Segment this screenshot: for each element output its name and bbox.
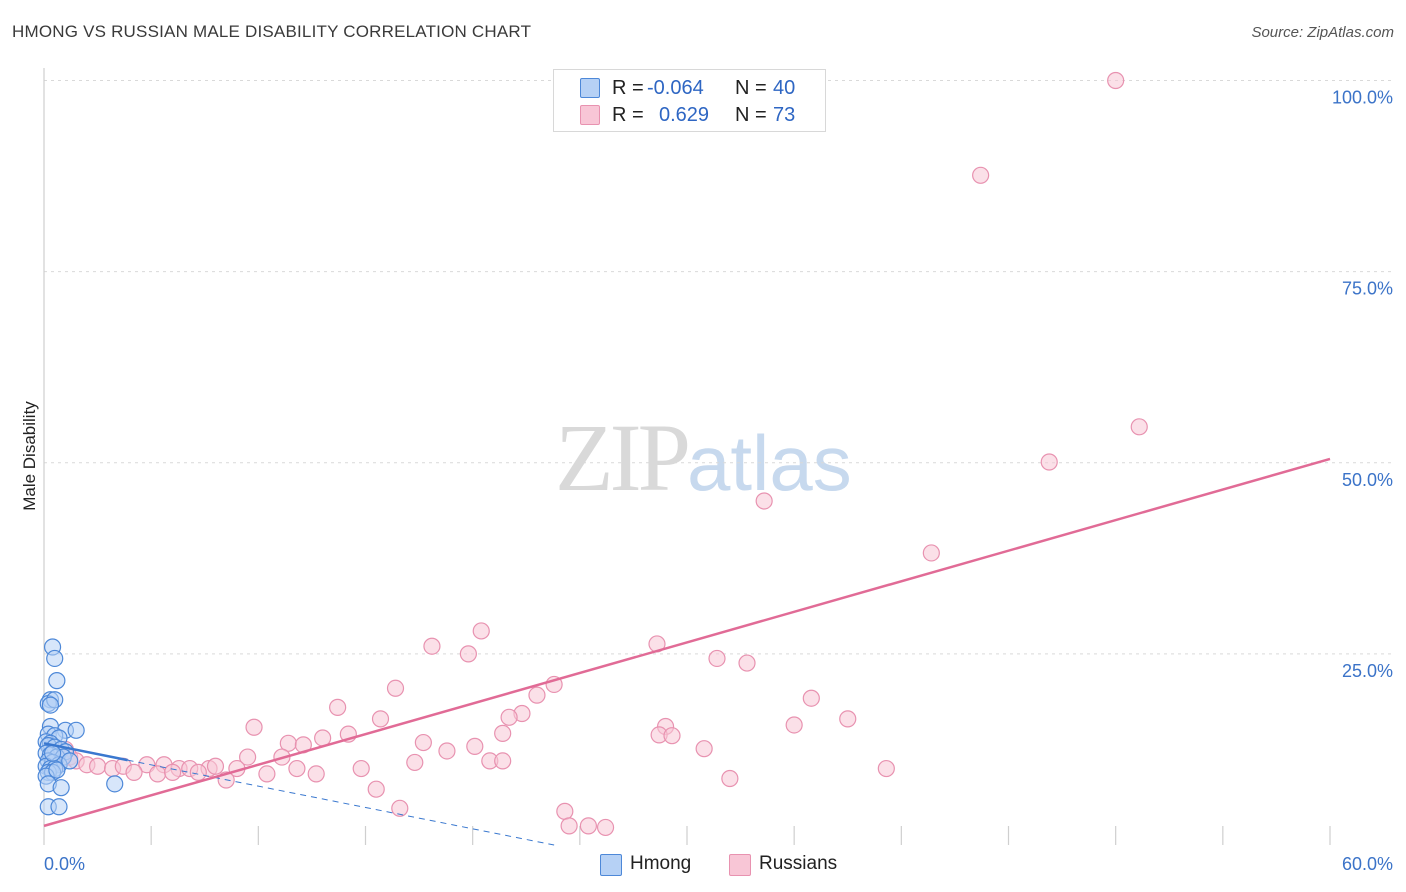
hmong-point — [48, 672, 66, 690]
watermark: ZIPatlas — [555, 402, 852, 513]
hmong-point — [52, 779, 70, 797]
russian-point — [556, 802, 574, 820]
hmong-point — [48, 761, 66, 779]
n-value: 73 — [773, 104, 796, 126]
r-value: 0.629 — [659, 104, 710, 126]
russian-point — [352, 759, 370, 778]
hmong-point — [67, 721, 85, 739]
russian-point — [239, 748, 257, 766]
y-tick-label: 100.0% — [1332, 88, 1393, 108]
russian-point — [329, 698, 347, 716]
y-tick-label: 25.0% — [1342, 661, 1393, 681]
russian-point — [922, 544, 940, 562]
russian-point — [695, 740, 713, 758]
russian-point — [972, 166, 990, 184]
russian-point — [1040, 453, 1058, 471]
russian-point — [466, 737, 484, 755]
russian-trend-line — [43, 457, 1331, 828]
russian-point — [288, 759, 306, 778]
hmong-point — [46, 649, 64, 668]
russian-point — [738, 654, 756, 672]
hmong-point — [41, 696, 60, 714]
russian-point — [125, 763, 143, 781]
russian-point — [406, 753, 424, 772]
russian-point — [560, 817, 578, 835]
legend-label-hmong: Hmong — [630, 853, 692, 874]
source-label: Source: ZipAtlas.com — [1251, 24, 1394, 41]
y-tick-label: 50.0% — [1342, 470, 1393, 490]
watermark-zip: ZIP — [555, 404, 691, 511]
russians-swatch — [729, 854, 751, 876]
russian-point — [802, 689, 820, 707]
russian-point — [596, 818, 615, 837]
watermark-atlas: atlas — [687, 419, 852, 507]
trend-layer — [43, 457, 1331, 846]
legend-label-russians: Russians — [759, 853, 838, 874]
russian-point — [472, 622, 490, 640]
hmong-point — [61, 752, 79, 770]
y-tick-label: 75.0% — [1342, 279, 1393, 299]
russian-point — [164, 763, 182, 781]
russian-point — [391, 799, 409, 817]
x-tick-label: 0.0% — [44, 854, 85, 874]
russian-point — [423, 637, 441, 655]
russian-point — [386, 679, 405, 697]
russian-point — [494, 752, 512, 770]
russian-point — [88, 757, 107, 775]
russian-point — [371, 710, 390, 728]
n-label: N = — [735, 104, 767, 126]
russian-point — [206, 757, 225, 775]
russian-point — [494, 724, 512, 742]
hmong-point — [50, 798, 68, 816]
n-value: 40 — [773, 77, 796, 99]
hmong-trend-line — [43, 742, 128, 762]
stats-row-hmong: R = -0.064 N = 40 — [554, 74, 825, 101]
r-label: R = — [612, 104, 644, 126]
russian-point — [500, 708, 518, 726]
grid-layer — [44, 80, 1395, 655]
chart-title: HMONG VS RUSSIAN MALE DISABILITY CORRELA… — [12, 22, 532, 41]
r-value: -0.064 — [647, 77, 704, 99]
russian-point — [148, 765, 167, 783]
russian-point — [438, 742, 456, 760]
russian-point — [708, 649, 726, 668]
russian-point — [839, 710, 857, 728]
russian-point — [663, 727, 681, 745]
legend-item-russians[interactable]: Russians — [727, 852, 857, 878]
r-label: R = — [612, 77, 644, 99]
russians-swatch — [580, 105, 600, 125]
russian-point — [459, 645, 477, 663]
hmong-point — [43, 744, 62, 762]
correlation-stats-box: R = -0.064 N = 40 R = 0.629 N = 73 — [553, 69, 826, 132]
x-tick-label: 60.0% — [1342, 854, 1393, 874]
russian-point — [1130, 418, 1148, 436]
hmong-swatch — [580, 78, 600, 98]
tick-label-layer: 25.0% 50.0% 75.0% 100.0% 0.0% 60.0% — [44, 88, 1393, 875]
russian-point — [258, 765, 276, 783]
russian-point — [785, 716, 803, 734]
russian-point — [414, 733, 432, 752]
russian-point — [579, 817, 598, 835]
russian-point — [721, 769, 739, 788]
n-label: N = — [735, 77, 767, 99]
hmong-swatch — [600, 854, 622, 876]
points-layer — [37, 71, 1148, 837]
russian-point — [877, 759, 895, 778]
hmong-point — [106, 775, 124, 793]
russian-point — [755, 492, 773, 510]
russian-point — [189, 763, 207, 781]
russian-point — [1107, 71, 1125, 90]
stats-row-russians: R = 0.629 N = 73 — [554, 101, 825, 128]
russian-point — [307, 765, 325, 783]
russian-point — [245, 718, 263, 736]
axis-layer — [43, 68, 1331, 845]
russian-point — [367, 780, 385, 798]
legend-item-hmong[interactable]: Hmong — [598, 852, 718, 878]
russian-point — [528, 686, 546, 704]
